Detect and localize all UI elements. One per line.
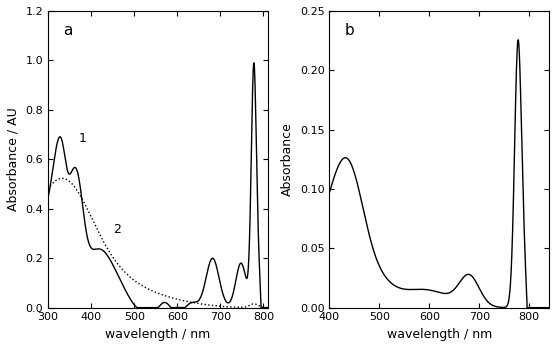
X-axis label: wavelength / nm: wavelength / nm bbox=[386, 328, 492, 341]
X-axis label: wavelength / nm: wavelength / nm bbox=[105, 328, 211, 341]
Y-axis label: Absorbance: Absorbance bbox=[281, 122, 294, 196]
Text: a: a bbox=[63, 23, 73, 38]
Text: b: b bbox=[345, 23, 355, 38]
Y-axis label: Absorbance / AU: Absorbance / AU bbox=[7, 108, 20, 211]
Text: 2: 2 bbox=[113, 223, 121, 236]
Text: 1: 1 bbox=[78, 132, 86, 145]
